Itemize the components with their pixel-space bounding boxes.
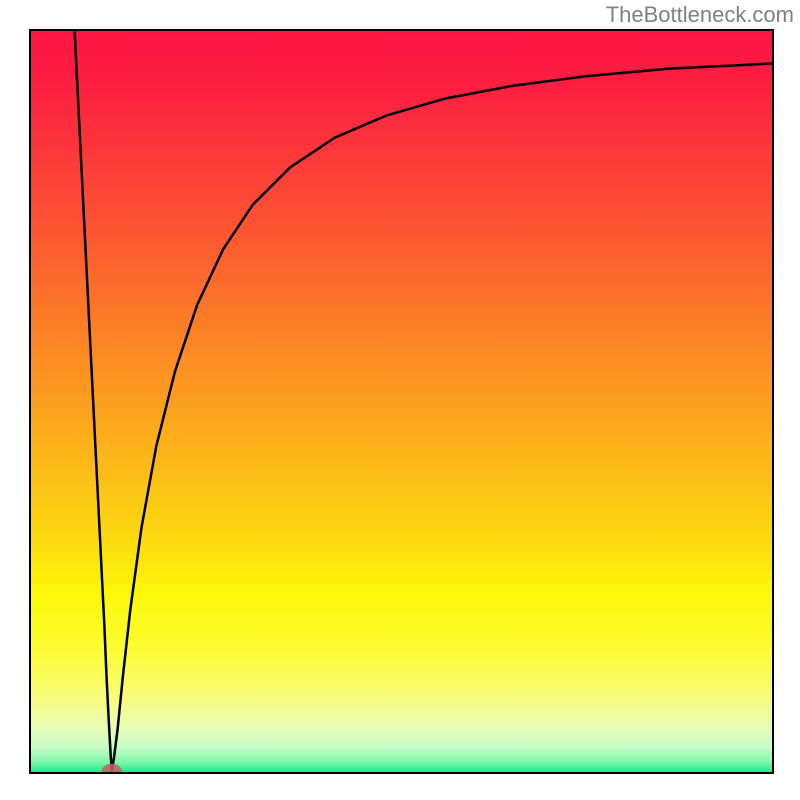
chart-container: { "watermark": { "text": "TheBottleneck.…	[0, 0, 800, 800]
optimal-point-marker	[102, 764, 122, 778]
watermark-text: TheBottleneck.com	[606, 2, 794, 28]
plot-background	[30, 30, 773, 773]
bottleneck-chart	[0, 0, 800, 800]
